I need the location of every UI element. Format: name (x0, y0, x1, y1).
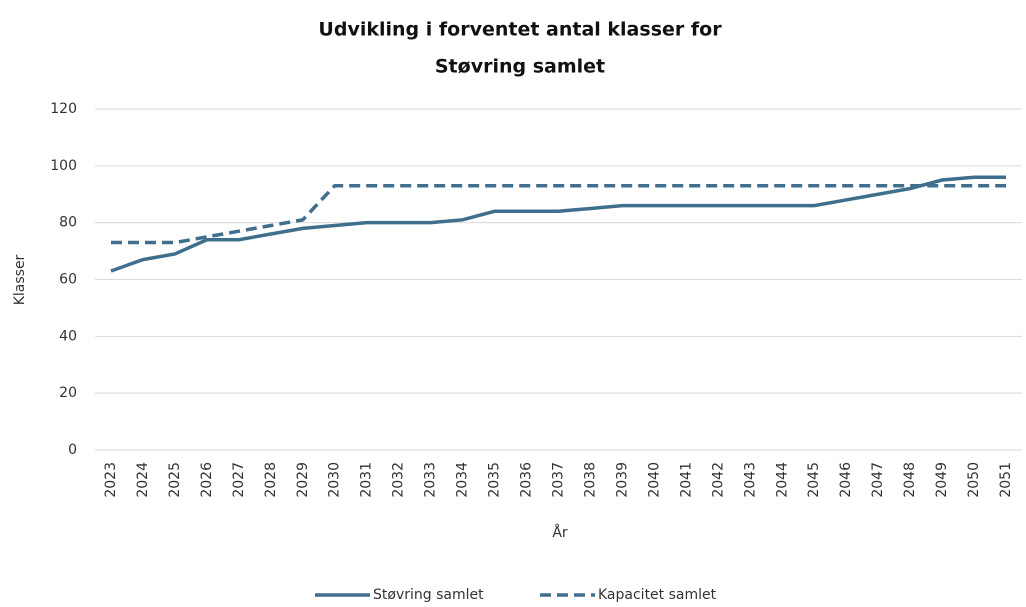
x-tick-label: 2040 (646, 462, 662, 498)
y-tick-label: 120 (50, 101, 77, 117)
line-series (110, 183, 1007, 245)
x-axis-title: År (552, 524, 568, 541)
x-tick-label: 2043 (742, 462, 758, 498)
x-tick-label: 2026 (199, 462, 215, 498)
x-tick-label: 2051 (998, 462, 1014, 498)
x-tick-label: 2042 (710, 462, 726, 498)
x-tick-label: 2027 (231, 462, 247, 498)
x-tick-label: 2038 (582, 462, 598, 498)
y-axis-title: Klasser (12, 254, 28, 305)
chart-title: Støvring samlet (435, 56, 605, 78)
y-tick-label: 60 (59, 272, 77, 288)
chart-title: Udvikling i forventet antal klasser for (318, 19, 722, 41)
x-tick-label: 2036 (519, 462, 535, 498)
x-tick-label: 2048 (902, 462, 918, 498)
legend-label: Støvring samlet (373, 587, 484, 603)
y-tick-label: 20 (59, 385, 77, 401)
x-tick-label: 2032 (391, 462, 407, 498)
x-tick-label: 2028 (263, 462, 279, 498)
x-tick-label: 2024 (135, 462, 151, 498)
y-tick-label: 0 (68, 442, 77, 458)
x-tick-label: 2045 (806, 462, 822, 498)
x-tick-label: 2023 (103, 462, 119, 498)
x-tick-label: 2034 (455, 462, 471, 498)
y-tick-label: 80 (59, 215, 77, 231)
y-tick-label: 100 (50, 158, 77, 174)
x-tick-label: 2044 (774, 462, 790, 498)
line-series (110, 175, 1007, 273)
x-tick-label: 2030 (327, 462, 343, 498)
x-tick-label: 2033 (423, 462, 439, 498)
y-tick-label: 40 (59, 328, 77, 344)
x-tick-label: 2037 (551, 462, 567, 498)
x-tick-label: 2025 (167, 462, 183, 498)
x-tick-label: 2031 (359, 462, 375, 498)
x-tick-label: 2035 (487, 462, 503, 498)
x-tick-label: 2049 (934, 462, 950, 498)
x-tick-label: 2047 (870, 462, 886, 498)
x-tick-label: 2046 (838, 462, 854, 498)
x-tick-label: 2039 (614, 462, 630, 498)
x-tick-label: 2041 (678, 462, 694, 498)
legend-label: Kapacitet samlet (598, 587, 717, 603)
x-tick-label: 2029 (295, 462, 311, 498)
x-tick-label: 2050 (966, 462, 982, 498)
